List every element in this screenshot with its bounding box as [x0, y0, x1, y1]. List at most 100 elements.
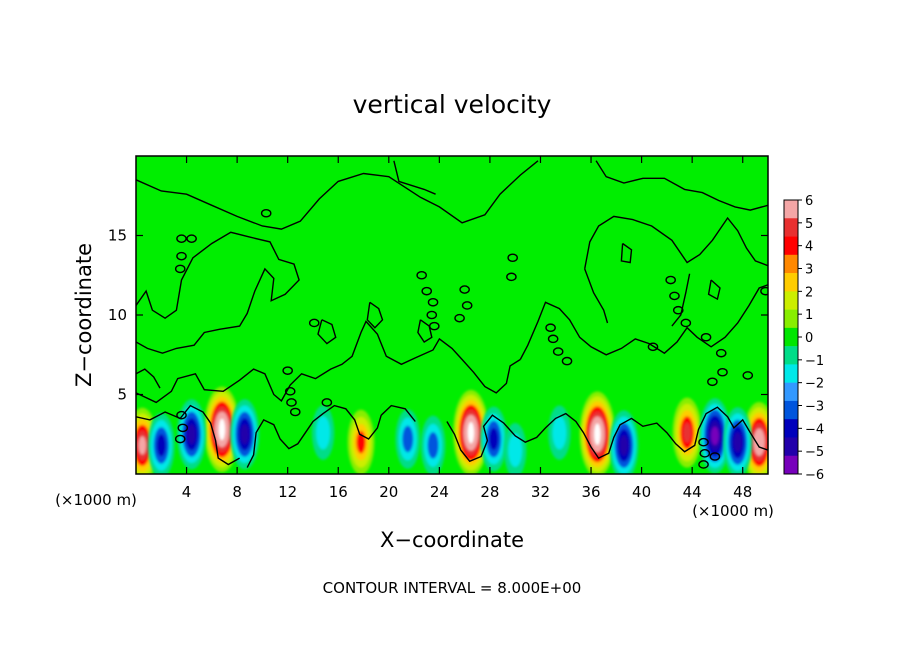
zero-contour: [417, 319, 433, 343]
contour-loop: [698, 437, 709, 447]
updraft-core: [204, 386, 240, 473]
contour-loop: [561, 356, 573, 366]
core-band: [711, 426, 719, 445]
x-tick-label: 24: [430, 483, 449, 501]
colorbar-label: 0: [805, 331, 813, 346]
downdraft-core: [504, 422, 527, 474]
core-band: [755, 433, 763, 451]
zero-contour: [393, 160, 436, 195]
field-layer: [136, 386, 768, 474]
zero-contour: [136, 368, 161, 389]
colorbar-label: −6: [805, 468, 824, 483]
core-band: [508, 433, 523, 467]
x-tick-label: 40: [632, 483, 651, 501]
colorbar-segment: [784, 400, 798, 420]
contour-loop: [321, 398, 333, 407]
contour-loop: [669, 291, 680, 301]
core-band: [187, 424, 196, 445]
core-band: [402, 425, 414, 453]
contour-loop: [284, 387, 296, 396]
contour-loop: [174, 434, 186, 444]
contour-loop: [547, 334, 559, 344]
colorbar-segment: [784, 327, 798, 347]
contour-loop: [426, 310, 438, 320]
colorbar-segment: [784, 200, 798, 219]
x-tick-label: 16: [329, 483, 348, 501]
contour-lines: [136, 160, 768, 469]
zero-contour: [584, 215, 768, 270]
core-band: [552, 415, 567, 450]
x-tick-label: 12: [278, 483, 297, 501]
contour-loop: [552, 347, 564, 356]
updraft-core: [453, 389, 489, 474]
downdraft-core: [420, 415, 446, 474]
contour-loop: [176, 251, 187, 261]
x-tick-label: 44: [683, 483, 702, 501]
contour-loop: [429, 321, 440, 331]
core-peak: [467, 421, 475, 444]
y-tick-label: 10: [108, 306, 127, 324]
contour-loop: [416, 270, 427, 280]
core-band: [682, 422, 692, 443]
core-band: [489, 427, 499, 451]
x-tick-label: 28: [480, 483, 499, 501]
core-band: [138, 436, 147, 455]
downdraft-core: [177, 399, 207, 470]
contour-loop: [421, 286, 433, 296]
contour-loop: [289, 407, 301, 417]
x-axis: 4 8 12 16 20 24 28 32 36 40 44 48: [182, 156, 752, 501]
contour-loop: [286, 398, 297, 407]
y-tick-label: 5: [117, 386, 127, 404]
colorbar: 6 5 4 3 2 1 0 −1 −2 −3 −4 −5 −6: [783, 194, 824, 483]
colorbar-label: 3: [805, 263, 813, 278]
zero-contour: [671, 273, 691, 327]
x-unit-label-left: (×1000 m): [55, 491, 137, 509]
x-unit-label-right: (×1000 m): [692, 502, 774, 520]
contour-loop: [717, 367, 728, 377]
colorbar-label: −2: [805, 377, 824, 392]
contour-loop: [427, 297, 439, 307]
chart-title: vertical velocity: [353, 90, 552, 119]
core-band: [156, 434, 166, 457]
downdraft-core: [609, 410, 639, 474]
colorbar-segment: [784, 455, 798, 475]
zero-contour: [136, 160, 539, 230]
contour-loop: [545, 323, 556, 333]
contour-loop: [709, 452, 721, 461]
core-band: [316, 415, 330, 450]
core-peak: [218, 418, 226, 441]
core-band: [733, 432, 742, 453]
colorbar-segment: [784, 364, 798, 383]
zero-contour: [136, 231, 300, 354]
contour-loop: [680, 318, 692, 328]
zero-contour: [519, 284, 768, 360]
contour-loop: [308, 318, 320, 328]
core-band: [427, 432, 439, 459]
contour-loop: [715, 348, 727, 358]
colorbar-label: 1: [805, 308, 813, 323]
colorbar-label: −4: [805, 422, 824, 437]
core-band: [240, 424, 249, 445]
zero-contour: [707, 279, 721, 301]
colorbar-segment: [784, 236, 798, 256]
contour-loop: [176, 234, 187, 243]
contour-loop: [707, 377, 718, 387]
colorbar-segment: [784, 291, 798, 310]
zero-contour: [620, 242, 633, 264]
contour-loop: [665, 275, 676, 285]
contour-loop: [647, 342, 659, 352]
contour-loop: [760, 286, 768, 296]
colorbar-label: −5: [805, 445, 824, 460]
contour-loop: [742, 371, 754, 380]
updraft-core: [742, 402, 768, 474]
y-axis-title: Z−coordinate: [72, 243, 96, 387]
contour-loop: [177, 423, 189, 433]
x-tick-label: 20: [379, 483, 398, 501]
contour-loop: [672, 305, 684, 315]
downdraft-core: [147, 412, 175, 474]
zero-contour: [446, 406, 768, 463]
downdraft-core: [230, 399, 260, 470]
colorbar-label: 4: [805, 240, 813, 255]
contour-loop: [282, 366, 293, 375]
contour-loop: [459, 285, 470, 294]
